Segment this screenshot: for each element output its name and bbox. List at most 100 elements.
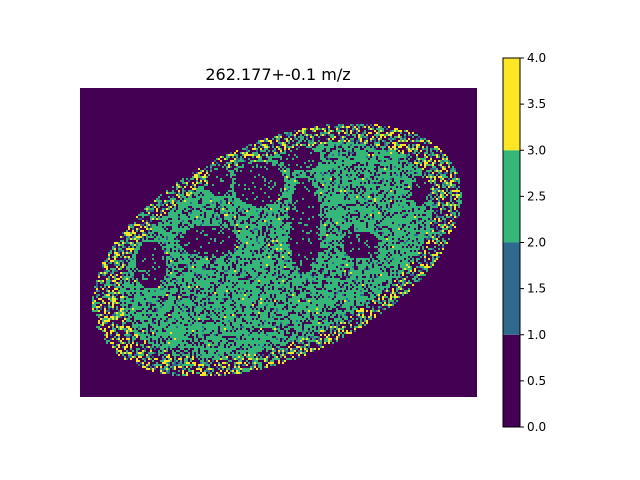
heatmap-cell — [214, 256, 216, 258]
heatmap-cell — [344, 232, 346, 234]
heatmap-cell — [390, 136, 392, 138]
heatmap-cell — [164, 220, 166, 222]
heatmap-cell — [330, 164, 332, 166]
heatmap-cell — [350, 144, 352, 146]
heatmap-cell — [356, 148, 358, 150]
heatmap-cell — [386, 152, 388, 154]
heatmap-cell — [396, 152, 398, 154]
heatmap-cell — [176, 210, 178, 212]
heatmap-cell — [440, 172, 442, 174]
heatmap-cell — [380, 168, 382, 170]
heatmap-cell — [388, 246, 390, 248]
heatmap-cell — [210, 238, 212, 240]
heatmap-cell — [378, 198, 380, 200]
heatmap-cell — [282, 164, 284, 166]
heatmap-cell — [430, 212, 432, 214]
heatmap-cell — [152, 218, 154, 220]
heatmap-cell — [212, 184, 214, 186]
heatmap-cell — [398, 184, 400, 186]
heatmap-cell — [264, 150, 266, 152]
heatmap-cell — [458, 186, 460, 188]
heatmap-cell — [366, 188, 368, 190]
heatmap-cell — [168, 232, 170, 234]
heatmap-cell — [340, 196, 342, 198]
heatmap-cell — [236, 220, 238, 222]
heatmap-cell — [398, 146, 400, 148]
heatmap-cell — [432, 188, 434, 190]
heatmap-cell — [368, 150, 370, 152]
heatmap-cell — [294, 178, 296, 180]
heatmap-cell — [412, 204, 414, 206]
heatmap-cell — [434, 222, 436, 224]
heatmap-cell — [336, 222, 338, 224]
heatmap-cell — [444, 172, 446, 174]
heatmap-cell — [268, 234, 270, 236]
heatmap-cell — [394, 222, 396, 224]
heatmap-cell — [354, 126, 356, 128]
heatmap-cell — [142, 212, 144, 214]
heatmap-cell — [328, 216, 330, 218]
heatmap-cell — [182, 192, 184, 194]
heatmap-cell — [194, 194, 196, 196]
heatmap-cell — [256, 240, 258, 242]
heatmap-cell — [212, 222, 214, 224]
heatmap-cell — [208, 200, 210, 202]
heatmap-cell — [398, 222, 400, 224]
heatmap-cell — [342, 246, 344, 248]
heatmap-cell — [372, 206, 374, 208]
heatmap-cell — [346, 178, 348, 180]
heatmap-cell — [334, 166, 336, 168]
heatmap-cell — [252, 160, 254, 162]
heatmap-cell — [414, 162, 416, 164]
heatmap-cell — [416, 230, 418, 232]
heatmap-cell — [196, 220, 198, 222]
heatmap-cell — [340, 210, 342, 212]
heatmap-cell — [270, 216, 272, 218]
heatmap-cell — [288, 208, 290, 210]
heatmap-cell — [140, 236, 142, 238]
heatmap-cell — [396, 204, 398, 206]
heatmap-cell — [266, 212, 268, 214]
heatmap-cell — [432, 180, 434, 182]
heatmap-cell — [244, 156, 246, 158]
heatmap-cell — [328, 130, 330, 132]
heatmap-cell — [228, 156, 230, 158]
heatmap-cell — [392, 210, 394, 212]
heatmap-cell — [404, 204, 406, 206]
heatmap-cell — [400, 138, 402, 140]
heatmap-cell — [244, 220, 246, 222]
heatmap-cell — [204, 208, 206, 210]
heatmap-cell — [190, 196, 192, 198]
heatmap-cell — [288, 180, 290, 182]
heatmap-cell — [454, 184, 456, 186]
heatmap-cell — [428, 222, 430, 224]
heatmap-cell — [294, 130, 296, 132]
heatmap-cell — [156, 238, 158, 240]
heatmap-cell — [390, 154, 392, 156]
heatmap-cell — [384, 206, 386, 208]
heatmap-cell — [416, 250, 418, 252]
heatmap-cell — [256, 226, 258, 228]
heatmap-cell — [372, 150, 374, 152]
heatmap-cell — [408, 190, 410, 192]
heatmap-cell — [358, 234, 360, 236]
heatmap-cell — [348, 174, 350, 176]
heatmap-cell — [396, 156, 398, 158]
heatmap-cell — [206, 180, 208, 182]
heatmap-cell — [348, 218, 350, 220]
heatmap-cell — [374, 142, 376, 144]
heatmap-cell — [324, 166, 326, 168]
heatmap-cell — [380, 246, 382, 248]
heatmap-cell — [274, 218, 276, 220]
heatmap-cell — [328, 138, 330, 140]
heatmap-cell — [142, 216, 144, 218]
heatmap-cell — [332, 238, 334, 240]
heatmap-cell — [274, 182, 276, 184]
heatmap-cell — [208, 202, 210, 204]
heatmap-cell — [370, 212, 372, 214]
heatmap-cell — [346, 202, 348, 204]
heatmap-cell — [216, 216, 218, 218]
heatmap-cell — [274, 226, 276, 228]
heatmap-cell — [374, 124, 376, 126]
heatmap-cell — [336, 230, 338, 232]
